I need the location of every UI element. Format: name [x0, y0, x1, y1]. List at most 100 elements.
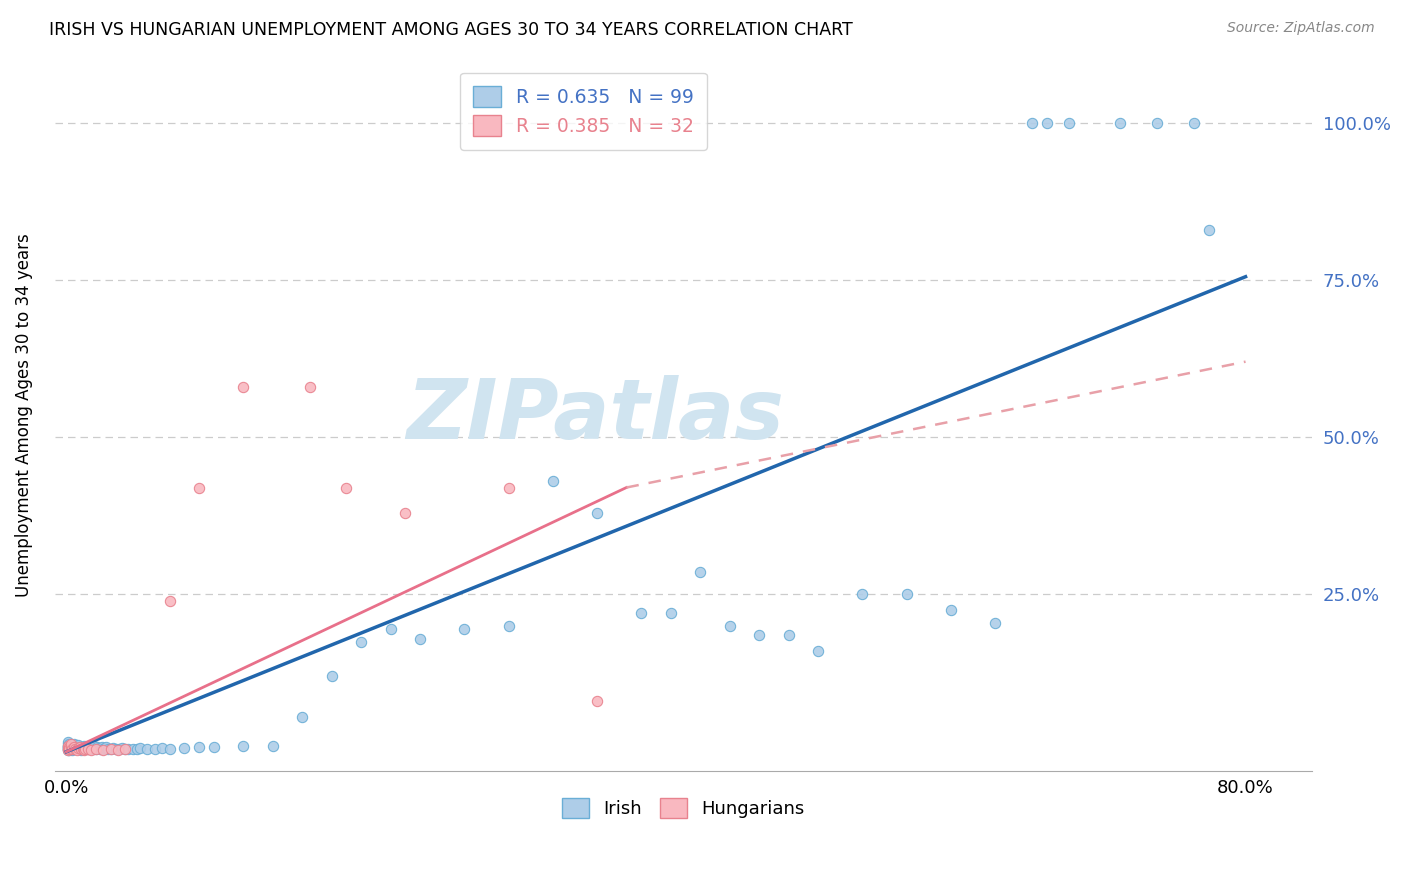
Point [321, 669, 343, 683]
Point [58, 739, 80, 754]
Point [108, 742, 131, 756]
Point [67, 741, 90, 756]
Point [1035, 115, 1057, 129]
Point [59, 742, 82, 756]
Point [232, 380, 254, 394]
Point [689, 566, 711, 580]
Point [69, 739, 91, 754]
Point [82, 741, 104, 756]
Point [896, 587, 918, 601]
Point [984, 615, 1007, 630]
Point [56, 735, 79, 749]
Point [394, 506, 416, 520]
Text: IRISH VS HUNGARIAN UNEMPLOYMENT AMONG AGES 30 TO 34 YEARS CORRELATION CHART: IRISH VS HUNGARIAN UNEMPLOYMENT AMONG AG… [49, 21, 853, 38]
Point [117, 742, 139, 756]
Text: Source: ZipAtlas.com: Source: ZipAtlas.com [1227, 21, 1375, 35]
Point [58, 742, 80, 756]
Point [291, 710, 314, 724]
Legend: Irish, Hungarians: Irish, Hungarians [554, 790, 811, 826]
Point [541, 474, 564, 488]
Point [718, 619, 741, 633]
Point [586, 694, 609, 708]
Point [778, 628, 800, 642]
Point [60, 739, 83, 753]
Point [70, 743, 93, 757]
Point [56, 737, 79, 751]
Point [748, 628, 770, 642]
Point [77, 742, 100, 756]
Point [188, 481, 211, 495]
Point [188, 740, 211, 755]
Point [1146, 115, 1168, 129]
Point [84, 742, 107, 756]
Point [335, 481, 357, 495]
Point [409, 632, 432, 646]
Point [103, 741, 125, 756]
Point [105, 741, 128, 756]
Point [90, 740, 112, 755]
Point [59, 739, 82, 753]
Point [60, 741, 83, 756]
Point [70, 740, 93, 755]
Point [114, 741, 136, 756]
Point [66, 743, 89, 757]
Point [111, 741, 134, 756]
Point [63, 740, 86, 755]
Point [1021, 115, 1043, 129]
Point [58, 743, 80, 757]
Point [58, 741, 80, 756]
Point [56, 739, 79, 753]
Point [232, 739, 254, 753]
Point [129, 741, 152, 756]
Point [202, 739, 225, 754]
Point [63, 742, 86, 756]
Point [630, 607, 652, 621]
Point [114, 742, 136, 756]
Point [56, 739, 79, 753]
Point [80, 741, 103, 756]
Point [56, 742, 79, 756]
Point [59, 741, 82, 756]
Point [94, 739, 117, 754]
Point [298, 380, 321, 394]
Point [72, 741, 94, 756]
Point [173, 741, 195, 756]
Point [60, 743, 83, 757]
Point [143, 742, 166, 756]
Text: ZIPatlas: ZIPatlas [406, 375, 785, 456]
Point [93, 741, 115, 756]
Point [79, 740, 101, 755]
Point [453, 622, 475, 636]
Point [56, 740, 79, 755]
Point [73, 743, 96, 757]
Point [56, 741, 79, 756]
Point [56, 741, 79, 756]
Point [97, 741, 120, 756]
Point [86, 739, 108, 754]
Point [80, 743, 103, 757]
Point [91, 742, 114, 756]
Point [59, 741, 82, 756]
Point [159, 594, 181, 608]
Point [56, 743, 79, 757]
Point [1198, 222, 1220, 236]
Point [150, 741, 173, 756]
Point [498, 481, 520, 495]
Point [136, 741, 159, 756]
Point [62, 740, 84, 755]
Point [586, 506, 609, 520]
Point [75, 741, 97, 756]
Point [62, 737, 84, 751]
Point [59, 740, 82, 755]
Point [350, 634, 373, 648]
Point [72, 742, 94, 756]
Point [380, 622, 402, 636]
Point [67, 738, 90, 752]
Point [84, 742, 107, 756]
Point [56, 739, 79, 754]
Point [62, 741, 84, 756]
Point [62, 739, 84, 754]
Point [939, 603, 962, 617]
Point [100, 742, 122, 756]
Point [66, 739, 89, 753]
